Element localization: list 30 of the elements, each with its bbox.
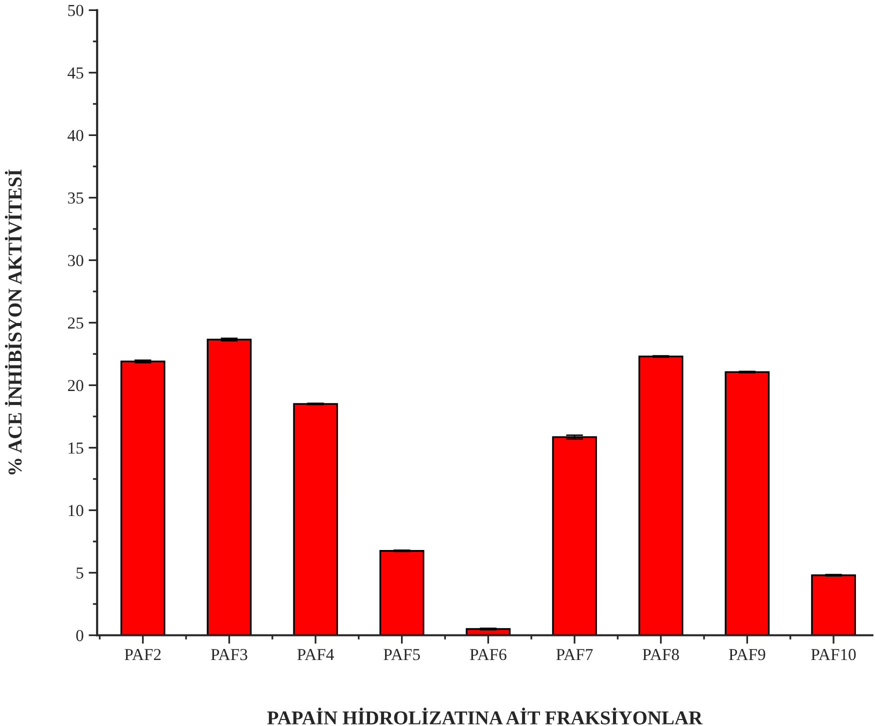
y-tick-label: 15 [68,442,84,454]
bar [552,436,597,636]
x-tick-label: PAF2 [124,648,161,660]
y-tick-label: 40 [68,130,84,142]
y-tick-label: 0 [76,630,84,642]
y-axis-title: % ACE İNHİBİSYON AKTİVİTESİ [4,170,22,474]
x-tick-label: PAF4 [297,649,334,660]
x-tick-label: PAF3 [210,648,248,660]
bar [724,371,770,636]
y-tick-label: 50 [68,4,84,16]
bar [293,403,338,636]
x-tick-label: PAF8 [642,648,679,660]
x-tick-label: PAF5 [384,649,420,660]
y-tick-label: 20 [68,380,84,392]
y-tick-label: 30 [68,254,84,266]
bar [379,550,424,636]
bar [811,574,856,636]
x-tick-label: PAF7 [556,649,593,660]
y-tick-label: 10 [68,504,84,516]
bar [206,338,252,636]
y-tick-label: 25 [68,317,84,329]
y-tick-label: 5 [76,568,84,579]
y-tick-label: 35 [68,192,84,204]
x-tick-label: PAF9 [728,648,766,660]
bar [120,360,166,636]
x-tick-label: PAF10 [811,648,856,660]
x-axis-title: PAPAİN HİDROLİZATINA AİT FRAKSİYONLAR [267,708,703,724]
x-tick-label: PAF6 [470,648,506,660]
bar [638,356,684,636]
y-tick-label: 45 [68,67,84,79]
